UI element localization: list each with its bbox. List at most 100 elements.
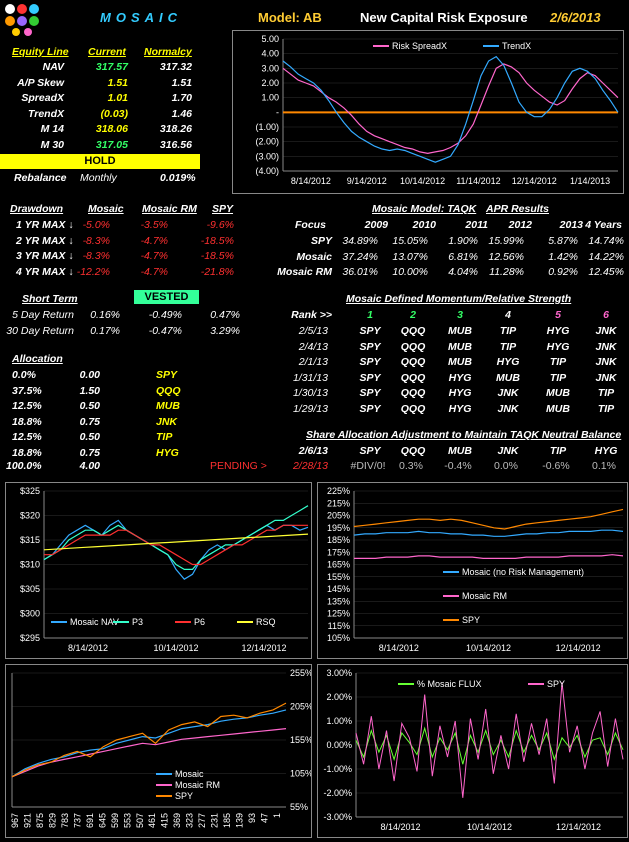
apr-value: 15.05%	[392, 235, 428, 247]
y-tick-label: 175%	[327, 547, 350, 557]
equity-row-current: 317.57	[95, 61, 128, 73]
x-tick-label: 231	[210, 813, 220, 828]
equity-col-current: Current	[88, 46, 126, 58]
momentum-ticker: TIP	[597, 402, 615, 415]
momentum-ticker: JNK	[497, 402, 519, 415]
momentum-ticker: JNK	[595, 356, 617, 368]
allocation-pct: 37.5%	[12, 384, 42, 397]
y-tick-label: $320	[20, 511, 40, 521]
equity-row-label: SpreadX	[21, 92, 64, 104]
x-tick-label: 139	[234, 813, 244, 828]
x-tick-label: 9/14/2012	[347, 176, 387, 186]
flux-chart: 3.00% 2.00% 1.00% 0.00% -1.00% -2.00% -3.00% 8/…	[323, 668, 624, 832]
momentum-date: 1/29/13	[292, 402, 328, 415]
equity-col-label: Equity Line	[12, 46, 69, 58]
apr-row-label: Mosaic	[296, 250, 332, 263]
momentum-ticker: QQQ	[400, 356, 426, 368]
rebalance-value: 0.019%	[160, 172, 196, 184]
momentum-ticker: MUB	[448, 340, 472, 353]
flux-chart-panel: 3.00% 2.00% 1.00% 0.00% -1.00% -2.00% -3.00% 8/…	[317, 664, 628, 838]
x-tick-label: 10/14/2012	[400, 176, 445, 186]
legend-entry: % Mosaic FLUX	[417, 679, 482, 689]
allocation-pct: 0.0%	[12, 369, 36, 381]
momentum-ticker: HYG	[448, 402, 472, 415]
x-tick-label: 921	[23, 813, 33, 828]
momentum-ticker: SPY	[359, 356, 381, 368]
drawdown-value: -18.5%	[200, 234, 234, 247]
y-tick-label: 225%	[327, 486, 350, 496]
y-tick-label: 5.00	[261, 34, 279, 44]
x-tick-label: 415	[160, 813, 170, 828]
momentum-ticker: MUB	[496, 371, 520, 384]
apr-value: 34.89%	[342, 235, 378, 247]
rank-number: 1	[367, 309, 373, 321]
y-tick-label: 2.00%	[326, 692, 352, 702]
equity-row-label: M 14	[40, 123, 64, 135]
apr-header: 4 Years	[585, 219, 622, 231]
allocation-ticker: JNK	[156, 415, 178, 428]
drawdown-value: -4.7%	[140, 265, 168, 278]
allocation-total-pct: 100.0%	[6, 460, 42, 472]
drawdown-header: Mosaic RM	[142, 203, 197, 215]
legend-entry: P6	[194, 617, 205, 627]
y-tick-label: $305	[20, 584, 40, 594]
allocation-ticker: SPY	[156, 369, 178, 381]
y-tick-label: 1.00	[261, 93, 279, 103]
apr-value: 11.28%	[489, 266, 524, 278]
drawdown-header: SPY	[212, 203, 234, 215]
pending-value: -0.4%	[444, 460, 472, 472]
drawdown-value: -4.7%	[140, 234, 168, 247]
apr-header: Focus	[295, 219, 326, 231]
x-tick-label: 10/14/2012	[466, 643, 511, 653]
drawdown-value: -8.3%	[82, 250, 110, 262]
series-line-mosaic	[11, 709, 287, 778]
y-tick-label: (1.00)	[255, 122, 279, 132]
y-tick-label: 215%	[327, 498, 350, 508]
momentum-ticker: JNK	[595, 340, 617, 353]
x-tick-label: 691	[85, 813, 95, 828]
apr-value: 1.42%	[548, 250, 578, 263]
apr-row-label: SPY	[310, 235, 332, 247]
momentum-ticker: TIP	[549, 371, 567, 384]
y-tick-label: -1.00%	[323, 764, 352, 774]
allocation-units: 0.75	[79, 415, 100, 428]
y-tick-label: -2.00%	[323, 788, 352, 798]
legend-entry: SPY	[462, 615, 480, 625]
x-tick-label: 93	[247, 813, 257, 823]
x-tick-label: 12/14/2012	[556, 822, 601, 832]
share-adjust-ticker: JNK	[497, 445, 519, 457]
momentum-title: Mosaic Defined Momentum/Relative Strengt…	[346, 293, 572, 305]
x-tick-label: 323	[185, 813, 195, 828]
x-tick-label: 12/14/2012	[241, 643, 286, 653]
x-tick-label: 10/14/2012	[153, 643, 198, 653]
momentum-ticker: JNK	[497, 387, 519, 399]
legend-entry: Risk SpreadX	[392, 41, 447, 51]
risk-spread-trend-chart: 5.00 4.00 3.00 2.00 1.00 - (1.00) (2.00) (3.00) (…	[255, 34, 619, 186]
momentum-ticker: HYG	[448, 387, 472, 399]
share-adjust-ticker: HYG	[594, 445, 618, 457]
short-term-value: -0.47%	[148, 324, 182, 337]
momentum-date: 2/5/13	[298, 325, 328, 337]
apr-title-model: Mosaic Model: TAQK	[372, 203, 477, 215]
short-term-label: 5 Day Return	[12, 309, 74, 321]
equity-row-normalcy: 317.32	[159, 61, 192, 73]
x-tick-label: 8/14/2012	[291, 176, 331, 186]
pending-value: -0.6%	[542, 460, 570, 472]
rank-number: 2	[410, 309, 416, 321]
series-line-spy	[353, 508, 624, 530]
drawdown-row-label: 1 YR MAX ↓	[16, 219, 74, 231]
drawdown-value: -9.6%	[206, 219, 234, 231]
series-line-rsq	[43, 533, 309, 551]
nav-chart-panel: $325 $320 $315 $310 $305 $300 $295 8/14/2012 10/…	[5, 482, 312, 659]
y-tick-label: $310	[20, 560, 40, 570]
momentum-ticker: QQQ	[400, 402, 426, 415]
performance-chart-panel: 225% 215% 205% 195% 185% 175% 165% 155% 145% 135%…	[317, 482, 628, 659]
model-label: Model: AB	[258, 10, 322, 25]
apr-header: 2011	[465, 219, 488, 231]
equity-row-current: 1.51	[107, 76, 128, 89]
allocation-pct: 18.8%	[12, 446, 42, 459]
logo-dots-icon	[5, 4, 39, 36]
rank-number: 5	[555, 309, 561, 321]
y-tick-label: 145%	[327, 584, 350, 594]
brand-title: MOSAIC	[100, 10, 182, 25]
